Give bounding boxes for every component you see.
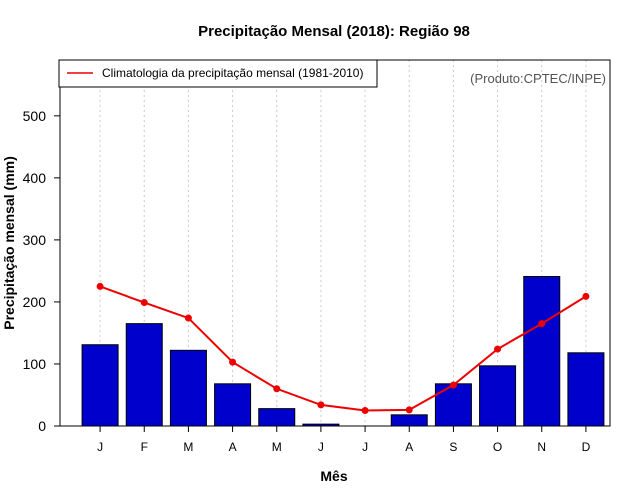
x-axis-label: Mês — [320, 468, 347, 484]
climatology-point — [361, 406, 369, 414]
climatology-point — [317, 401, 325, 409]
climatology-series — [96, 282, 590, 414]
climatology-point — [229, 358, 237, 366]
y-axis: 0 100 200 300 400 500 — [23, 108, 60, 434]
climatology-point — [582, 292, 590, 300]
climatology-point — [494, 345, 502, 353]
y-tick-label: 400 — [23, 170, 47, 186]
x-tick-label: M — [183, 440, 193, 454]
climatology-point — [273, 385, 281, 393]
bar — [258, 408, 296, 427]
bar — [81, 344, 119, 427]
y-tick-label: 300 — [23, 232, 47, 248]
y-tick-label: 0 — [38, 418, 46, 434]
legend-label: Climatologia da precipitação mensal (198… — [102, 66, 363, 80]
bar-series — [81, 275, 605, 427]
x-tick-label: J — [318, 440, 324, 454]
y-axis-label: Precipitação mensal (mm) — [1, 156, 17, 330]
bar — [523, 275, 561, 427]
bar — [567, 352, 605, 427]
x-tick-label: A — [405, 440, 413, 454]
legend: Climatologia da precipitação mensal (198… — [58, 59, 378, 88]
chart-title: Precipitação Mensal (2018): Região 98 — [198, 23, 470, 40]
x-tick-label: J — [362, 440, 368, 454]
x-tick-label: A — [229, 440, 237, 454]
bar — [214, 383, 252, 427]
x-tick-label: F — [141, 440, 148, 454]
product-credit: (Produto:CPTEC/INPE) — [470, 71, 606, 86]
climatology-point — [96, 282, 104, 290]
x-tick-label: O — [493, 440, 502, 454]
bar — [390, 414, 428, 427]
x-tick-label: N — [537, 440, 546, 454]
climatology-point — [449, 381, 457, 389]
y-tick-label: 200 — [23, 294, 47, 310]
x-tick-label: S — [449, 440, 457, 454]
bar — [434, 383, 472, 427]
climatology-line — [99, 285, 587, 412]
bar — [169, 349, 207, 427]
x-tick-label: M — [272, 440, 282, 454]
bar — [125, 323, 163, 427]
legend-box — [58, 59, 378, 88]
climatology-point — [140, 299, 148, 307]
bar — [479, 365, 517, 427]
y-tick-label: 100 — [23, 356, 47, 372]
y-tick-label: 500 — [23, 108, 47, 124]
climatology-point — [184, 314, 192, 322]
x-tick-label: J — [97, 440, 103, 454]
climatology-point — [538, 320, 546, 328]
x-tick-label: D — [582, 440, 591, 454]
climatology-point — [405, 406, 413, 414]
